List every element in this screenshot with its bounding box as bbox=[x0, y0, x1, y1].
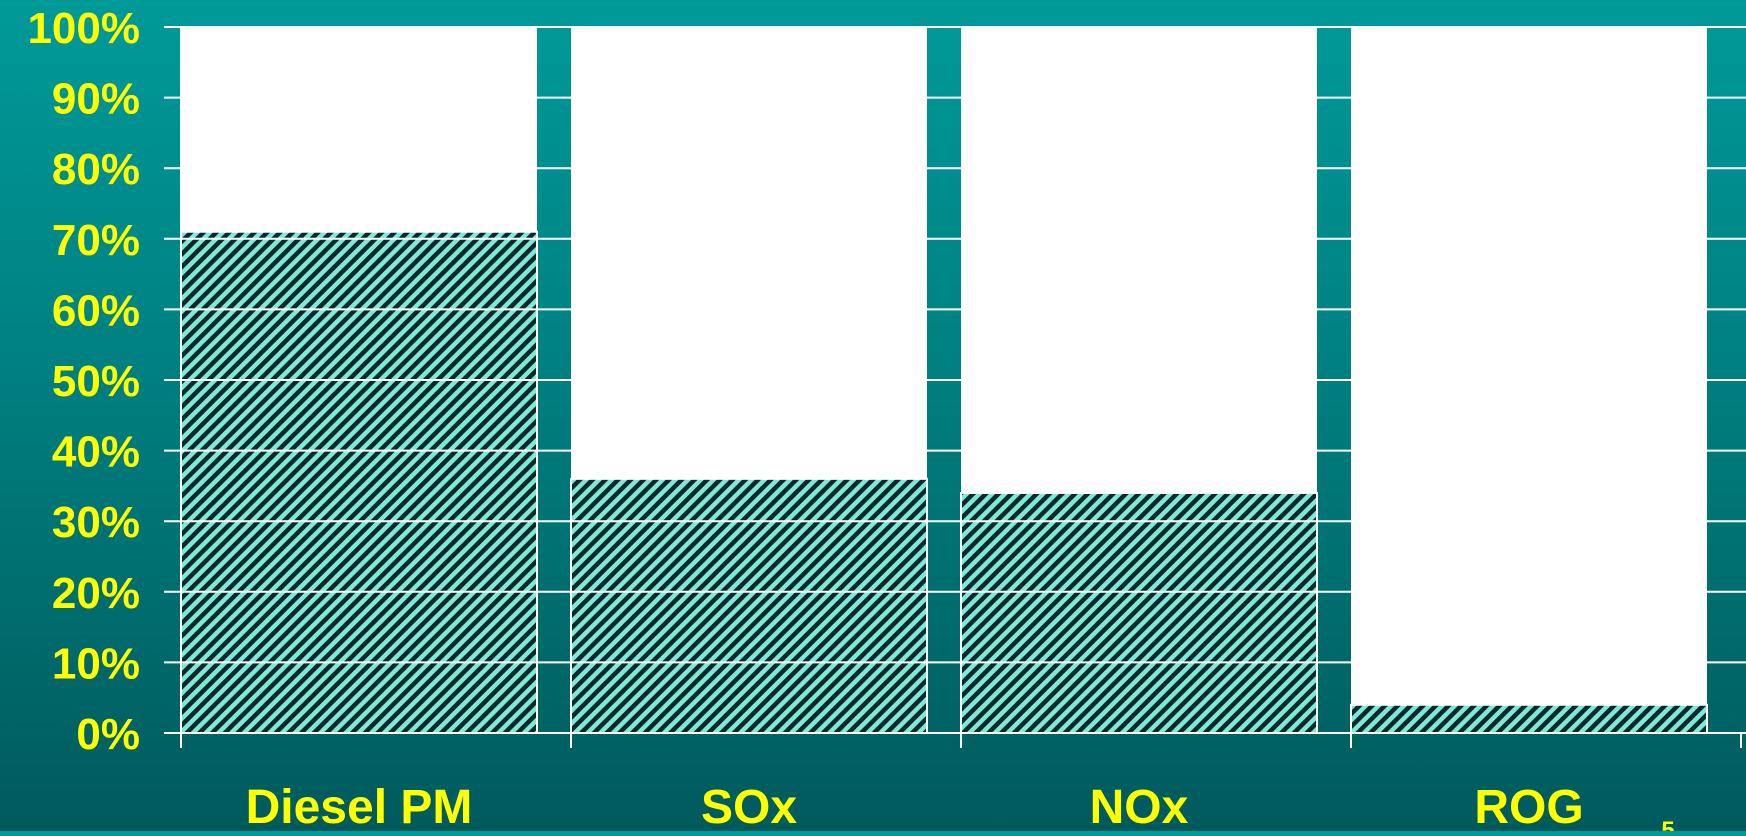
y-tick-label: 50% bbox=[52, 357, 140, 406]
y-tick-label: 80% bbox=[52, 145, 140, 194]
y-tick-label: 10% bbox=[52, 639, 140, 688]
y-tick-label: 100% bbox=[27, 4, 140, 53]
bar bbox=[1350, 703, 1708, 735]
y-tick-label: 60% bbox=[52, 286, 140, 335]
x-tick-label: NOx bbox=[1090, 781, 1189, 831]
bar bbox=[570, 477, 928, 734]
y-tick-label: 70% bbox=[52, 216, 140, 265]
bar bbox=[960, 491, 1318, 734]
y-tick-label: 30% bbox=[52, 498, 140, 547]
page-marker: 5 bbox=[1661, 817, 1674, 831]
x-tick-label: SOx bbox=[701, 781, 797, 831]
x-tick-label: Diesel PM bbox=[246, 781, 473, 831]
y-tick-label: 90% bbox=[52, 75, 140, 124]
y-tick-label: 20% bbox=[52, 569, 140, 618]
y-tick-label: 40% bbox=[52, 428, 140, 477]
y-tick-label: 0% bbox=[76, 710, 140, 759]
bar bbox=[180, 230, 538, 735]
x-tick-label: ROG bbox=[1474, 781, 1583, 831]
